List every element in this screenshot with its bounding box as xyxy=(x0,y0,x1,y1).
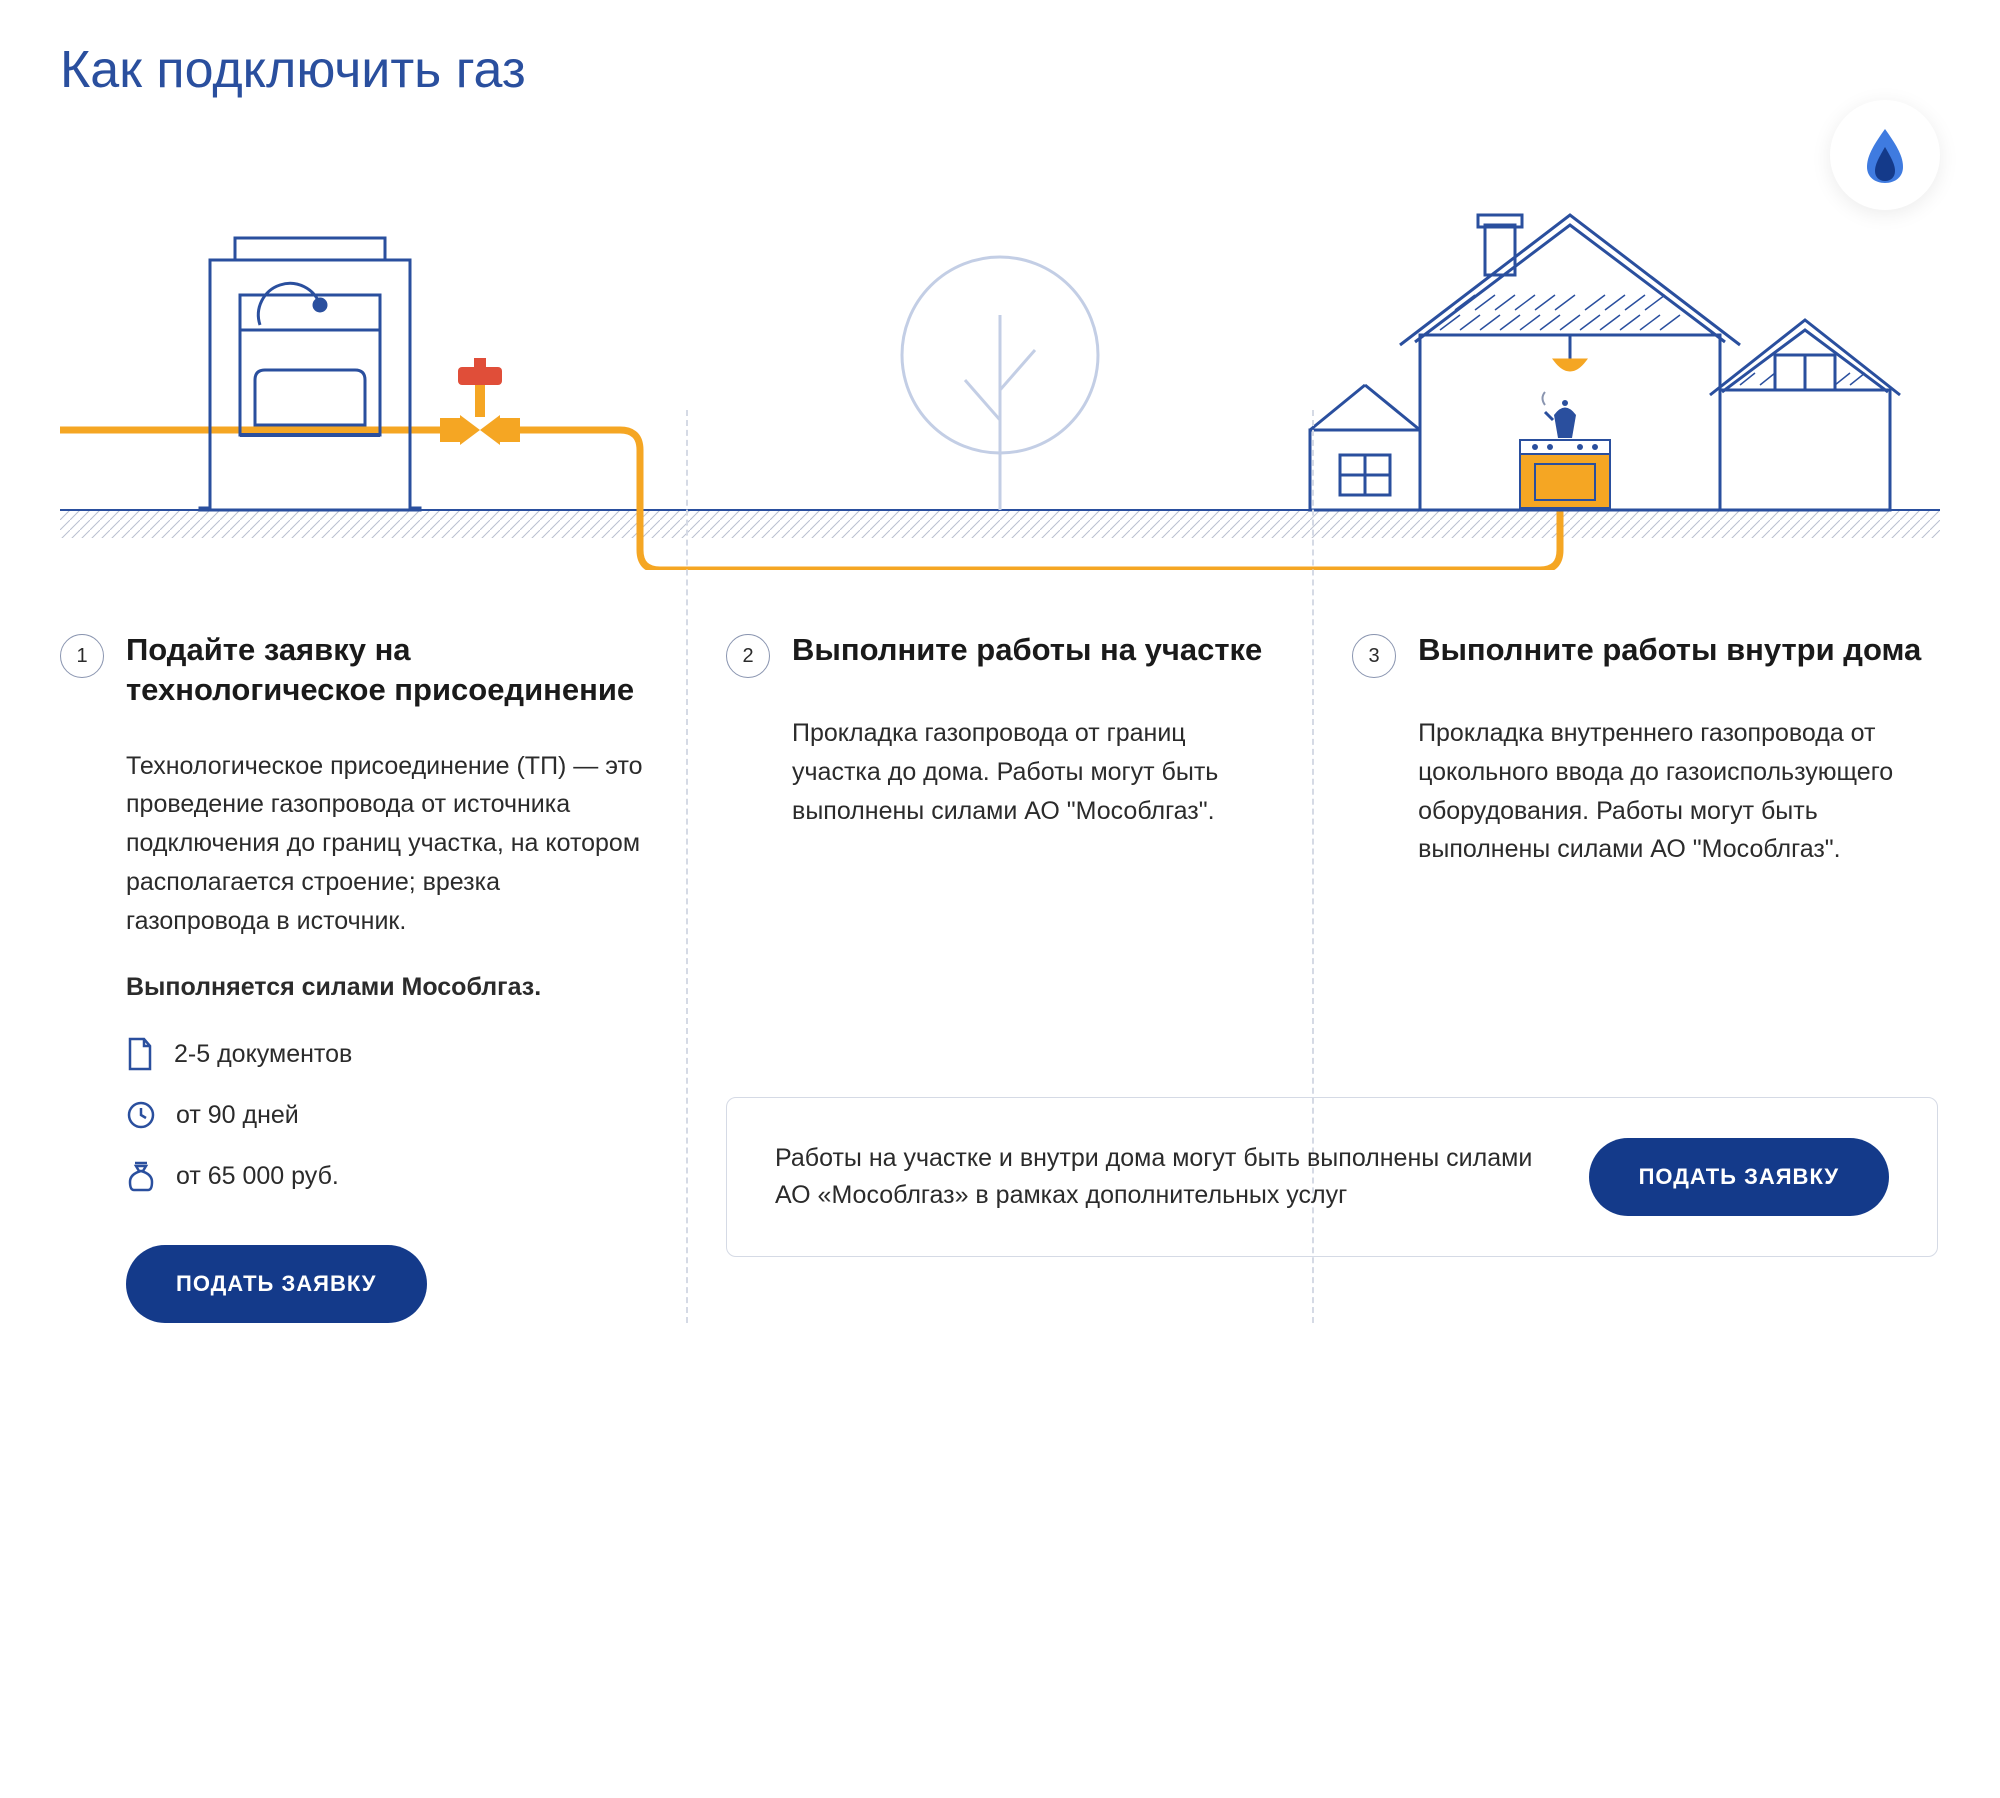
step-3: 3 Выполните работы внутри дома Прокладка… xyxy=(1312,630,1938,897)
step-1: 1 Подайте заявку на технологическое прис… xyxy=(60,630,686,1323)
step-number: 3 xyxy=(1352,634,1396,678)
fact-duration: от 90 дней xyxy=(126,1096,646,1135)
step-title: Подайте заявку на технологическое присое… xyxy=(126,630,646,711)
step-2: 2 Выполните работы на участке Прокладка … xyxy=(686,630,1312,897)
fact-text: 2-5 документов xyxy=(174,1035,352,1074)
step-description: Прокладка газопровода от границ участка … xyxy=(792,714,1272,830)
steps-columns: 1 Подайте заявку на технологическое прис… xyxy=(60,630,1940,1323)
flame-badge[interactable] xyxy=(1830,100,1940,210)
step-title: Выполните работы внутри дома xyxy=(1418,630,1921,678)
clock-icon xyxy=(126,1100,156,1130)
page-title: Как подключить газ xyxy=(60,40,1940,100)
document-icon xyxy=(126,1037,154,1071)
step-title: Выполните работы на участке xyxy=(792,630,1262,678)
step-number: 1 xyxy=(60,634,104,678)
fact-documents: 2-5 документов xyxy=(126,1035,646,1074)
process-illustration xyxy=(60,130,1940,570)
flame-icon xyxy=(1860,125,1910,185)
submit-application-button-callout[interactable]: ПОДАТЬ ЗАЯВКУ xyxy=(1589,1138,1890,1216)
step-description: Технологическое присоединение (ТП) — это… xyxy=(126,747,646,941)
step-number: 2 xyxy=(726,634,770,678)
callout-text: Работы на участке и внутри дома могут бы… xyxy=(775,1140,1549,1215)
additional-services-callout: Работы на участке и внутри дома могут бы… xyxy=(726,1097,1938,1257)
moneybag-icon xyxy=(126,1160,156,1192)
fact-text: от 65 000 руб. xyxy=(176,1157,339,1196)
fact-text: от 90 дней xyxy=(176,1096,299,1135)
submit-application-button[interactable]: ПОДАТЬ ЗАЯВКУ xyxy=(126,1245,427,1323)
step-note: Выполняется силами Мособлгаз. xyxy=(126,968,646,1007)
step-description: Прокладка внутреннего газопровода от цок… xyxy=(1418,714,1938,869)
fact-price: от 65 000 руб. xyxy=(126,1157,646,1196)
